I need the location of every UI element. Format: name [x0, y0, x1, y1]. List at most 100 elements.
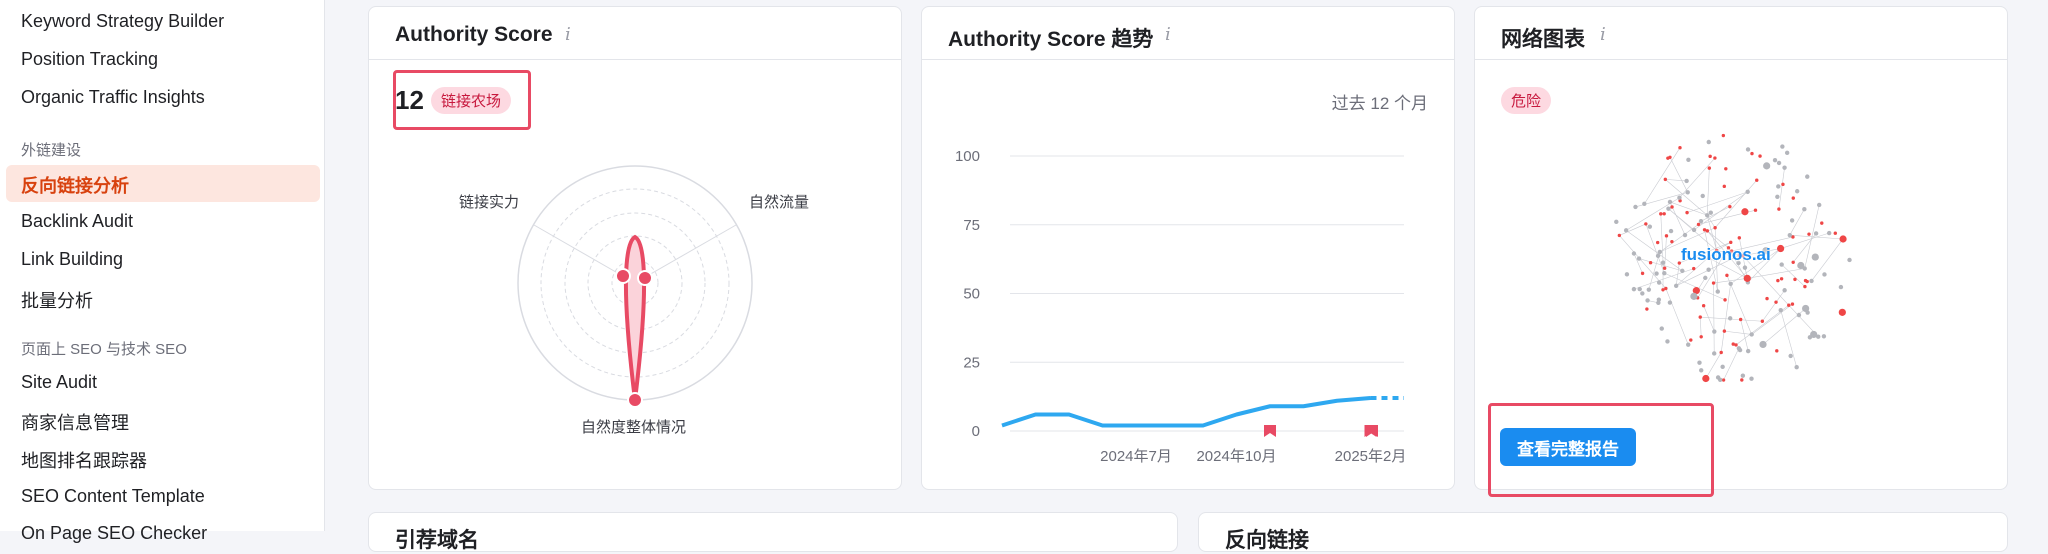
- sidebar-item-position-tracking[interactable]: Position Tracking: [21, 49, 158, 70]
- card-header: 网络图表 i: [1475, 7, 2007, 60]
- network-node: [1624, 228, 1628, 232]
- network-node: [1712, 329, 1716, 333]
- network-node: [1792, 196, 1795, 199]
- sidebar-item-seo-content-template[interactable]: SEO Content Template: [21, 486, 205, 507]
- network-node: [1668, 300, 1672, 304]
- network-node: [1716, 289, 1720, 293]
- network-node: [1722, 378, 1725, 381]
- network-node: [1670, 240, 1673, 243]
- network-node: [1712, 351, 1716, 355]
- sidebar-item-on-page-seo-checker[interactable]: On Page SEO Checker: [21, 523, 207, 544]
- sidebar-item-listing-management[interactable]: 商家信息管理: [21, 409, 129, 435]
- sidebar-item-organic-traffic-insights[interactable]: Organic Traffic Insights: [21, 87, 205, 108]
- network-node: [1712, 281, 1715, 284]
- network-node: [1780, 144, 1784, 148]
- network-node: [1666, 206, 1670, 210]
- info-icon[interactable]: i: [1165, 24, 1171, 45]
- sidebar-item-keyword-strategy-builder[interactable]: Keyword Strategy Builder: [21, 11, 224, 32]
- network-node: [1780, 277, 1783, 280]
- network-node: [1699, 315, 1702, 318]
- network-node: [1678, 146, 1681, 149]
- network-node: [1640, 291, 1644, 295]
- y-tick-label: 50: [963, 286, 980, 303]
- network-node: [1677, 196, 1681, 200]
- network-node: [1645, 298, 1649, 302]
- network-node: [1794, 365, 1798, 369]
- network-node: [1659, 212, 1662, 215]
- view-full-report-button[interactable]: 查看完整报告: [1500, 428, 1636, 466]
- network-node: [1740, 378, 1743, 381]
- network-node: [1746, 147, 1750, 151]
- sidebar-item-bulk-analysis[interactable]: 批量分析: [21, 287, 93, 313]
- sidebar-item-link-building[interactable]: Link Building: [21, 249, 123, 270]
- network-node: [1700, 335, 1703, 338]
- network-node: [1641, 272, 1644, 275]
- network-node: [1699, 219, 1703, 223]
- radar-chart: 链接实力 自然流量 自然度整体情况: [369, 147, 902, 447]
- network-node: [1787, 304, 1790, 307]
- network-node: [1834, 232, 1837, 235]
- sidebar: Keyword Strategy Builder Position Tracki…: [0, 0, 325, 531]
- info-icon[interactable]: i: [565, 24, 571, 45]
- network-node: [1707, 140, 1711, 144]
- sidebar-item-backlink-analytics[interactable]: 反向链接分析: [21, 172, 129, 198]
- sidebar-item-site-audit[interactable]: Site Audit: [21, 372, 97, 393]
- network-node: [1713, 156, 1716, 159]
- radar-label-organic-traffic: 自然流量: [749, 194, 809, 211]
- event-marker[interactable]: [1264, 425, 1276, 437]
- network-node: [1817, 203, 1821, 207]
- network-node: [1697, 223, 1700, 226]
- network-node: [1625, 272, 1629, 276]
- sidebar-item-map-rank-tracker[interactable]: 地图排名跟踪器: [21, 447, 147, 473]
- network-node: [1761, 320, 1764, 323]
- network-node: [1749, 377, 1753, 381]
- network-node: [1728, 316, 1732, 320]
- network-node: [1781, 183, 1784, 186]
- sidebar-item-backlink-audit[interactable]: Backlink Audit: [21, 211, 133, 232]
- network-node: [1788, 354, 1792, 358]
- network-node: [1758, 154, 1761, 157]
- network-node: [1779, 262, 1783, 266]
- network-node: [1684, 179, 1688, 183]
- network-node: [1692, 267, 1695, 270]
- x-tick-label: 2024年10月: [1196, 448, 1276, 465]
- network-node: [1656, 241, 1659, 244]
- network-node: [1765, 297, 1768, 300]
- network-node: [1803, 266, 1807, 270]
- network-node: [1814, 231, 1818, 235]
- network-node: [1734, 343, 1737, 346]
- radar-point-organic-traffic: [638, 271, 652, 285]
- network-node: [1662, 271, 1666, 275]
- network-node: [1657, 280, 1661, 284]
- network-node: [1728, 205, 1731, 208]
- network-node: [1797, 313, 1801, 317]
- network-node: [1661, 288, 1664, 291]
- network-node: [1745, 190, 1749, 194]
- y-tick-label: 100: [955, 148, 980, 165]
- network-node: [1820, 221, 1823, 224]
- network-node: [1728, 282, 1732, 286]
- event-marker[interactable]: [1366, 425, 1378, 437]
- network-node: [1791, 261, 1794, 264]
- network-node: [1839, 235, 1846, 242]
- card-title: Authority Score: [395, 23, 553, 47]
- network-node: [1660, 326, 1664, 330]
- network-node: [1702, 375, 1709, 382]
- network-node: [1788, 233, 1792, 237]
- network-node: [1750, 152, 1753, 155]
- y-tick-label: 0: [972, 423, 980, 440]
- radar-shape: [626, 237, 644, 400]
- status-badge: 链接农场: [431, 87, 511, 114]
- network-node: [1708, 166, 1711, 169]
- network-node: [1703, 276, 1707, 280]
- network-node: [1775, 349, 1778, 352]
- network-node: [1744, 275, 1751, 282]
- network-node: [1720, 365, 1724, 369]
- network-node: [1822, 272, 1826, 276]
- network-node: [1644, 222, 1647, 225]
- network-node: [1637, 256, 1641, 260]
- network-node: [1724, 167, 1727, 170]
- radar-point-naturalness: [628, 393, 642, 407]
- network-node: [1755, 178, 1758, 181]
- info-icon[interactable]: i: [1600, 24, 1606, 45]
